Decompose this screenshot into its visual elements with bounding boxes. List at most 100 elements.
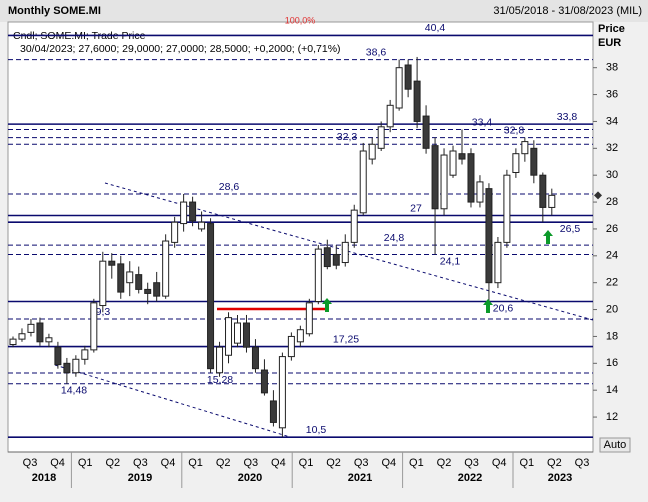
plot-area bbox=[7, 21, 594, 453]
candle-body bbox=[81, 349, 89, 360]
candle-body bbox=[359, 150, 367, 214]
quarter-label: Q4 bbox=[50, 457, 65, 469]
y-axis-unit: EUR bbox=[598, 37, 621, 49]
quarter-label: Q2 bbox=[105, 457, 120, 469]
level-label: 32,3 bbox=[337, 131, 358, 143]
y-tick-label: 26 bbox=[606, 223, 618, 235]
header-bar bbox=[0, 0, 648, 22]
candle-body bbox=[278, 356, 286, 429]
candle-body bbox=[395, 67, 403, 109]
candle-body bbox=[341, 241, 349, 264]
auto-button-label[interactable]: Auto bbox=[604, 439, 627, 451]
candle-body bbox=[99, 260, 107, 307]
candle-body bbox=[449, 150, 457, 176]
y-tick-label: 30 bbox=[606, 169, 618, 181]
quarter-label: Q3 bbox=[133, 457, 148, 469]
level-label: 27 bbox=[410, 202, 422, 214]
quarter-label: Q4 bbox=[492, 457, 507, 469]
last-price-marker bbox=[594, 191, 602, 200]
candle-body bbox=[323, 247, 331, 268]
candle-body bbox=[314, 248, 322, 302]
y-tick-label: 20 bbox=[606, 303, 618, 315]
candle-body bbox=[521, 141, 529, 155]
candle-body bbox=[117, 263, 125, 293]
candle-body bbox=[386, 104, 394, 128]
candle-body bbox=[269, 400, 277, 423]
candle-body bbox=[476, 181, 484, 203]
candles bbox=[9, 56, 556, 438]
candle-body bbox=[350, 209, 358, 243]
candle-body bbox=[54, 346, 62, 366]
y-tick-label: 28 bbox=[606, 196, 618, 208]
candle-body bbox=[404, 64, 412, 90]
candle-body bbox=[198, 221, 206, 230]
arrow-up bbox=[483, 299, 493, 313]
level-label: 17,25 bbox=[333, 333, 359, 345]
y-tick-label: 34 bbox=[606, 115, 618, 127]
candle-body bbox=[305, 302, 313, 335]
candle-body bbox=[368, 143, 376, 160]
candle-body bbox=[512, 153, 520, 173]
candle-body bbox=[225, 317, 233, 356]
candle-body bbox=[548, 194, 556, 208]
candle-body bbox=[251, 346, 259, 370]
candle-body bbox=[485, 188, 493, 284]
candle-body bbox=[36, 322, 44, 343]
candle-body bbox=[63, 362, 71, 374]
level-label: 40,4 bbox=[425, 22, 446, 34]
candle-body bbox=[377, 126, 385, 149]
level-label: 28,6 bbox=[219, 181, 240, 193]
arrow-up bbox=[543, 230, 553, 244]
quarter-label: Q2 bbox=[547, 457, 562, 469]
candle-body bbox=[180, 201, 188, 225]
quarter-label: Q4 bbox=[271, 457, 286, 469]
candle-body bbox=[162, 240, 170, 297]
candle-body bbox=[9, 338, 17, 345]
quarter-label: Q1 bbox=[188, 457, 203, 469]
quarter-label: Q3 bbox=[575, 457, 590, 469]
candle-body bbox=[494, 241, 502, 284]
level-label: 33,4 bbox=[472, 116, 493, 128]
candle-body bbox=[72, 358, 80, 374]
percent-label: 100,0% bbox=[285, 15, 316, 25]
candle-body bbox=[422, 115, 430, 149]
trend-line bbox=[54, 364, 291, 438]
level-label: 24,8 bbox=[384, 232, 405, 244]
y-tick-label: 14 bbox=[606, 384, 618, 396]
candle-body bbox=[171, 221, 179, 243]
year-label: 2018 bbox=[32, 472, 56, 484]
candle-body bbox=[108, 260, 116, 266]
date-range: 31/05/2018 - 31/08/2023 (MIL) bbox=[493, 5, 642, 17]
candle-body bbox=[440, 154, 448, 210]
level-label: 26,5 bbox=[560, 223, 581, 235]
levels: 40,4 38,6 33,8 33,4 32,8 32,3 28,6 27 26,5 24,8 24… bbox=[8, 22, 593, 439]
level-label: 10,5 bbox=[306, 424, 327, 436]
candle-body bbox=[135, 274, 143, 290]
candle-body bbox=[413, 80, 421, 122]
candle-body bbox=[18, 333, 26, 340]
quarter-label: Q1 bbox=[78, 457, 93, 469]
level-label: 20,6 bbox=[493, 302, 514, 314]
quarter-label: Q3 bbox=[23, 457, 38, 469]
candle-body bbox=[189, 201, 197, 222]
quarter-label: Q3 bbox=[354, 457, 369, 469]
year-label: 2021 bbox=[348, 472, 372, 484]
arrows bbox=[322, 230, 553, 313]
auto-button[interactable] bbox=[599, 437, 631, 453]
quarter-label: Q1 bbox=[409, 457, 424, 469]
year-label: 2019 bbox=[128, 472, 152, 484]
y-tick-label: 16 bbox=[606, 357, 618, 369]
y-tick-label: 32 bbox=[606, 142, 618, 154]
candle-body bbox=[153, 282, 161, 297]
level-label: 15,28 bbox=[207, 374, 233, 386]
quarter-label: Q2 bbox=[326, 457, 341, 469]
arrow-up bbox=[322, 298, 332, 312]
year-label: 2023 bbox=[548, 472, 572, 484]
quarter-label: Q1 bbox=[519, 457, 534, 469]
candle-body bbox=[45, 337, 53, 343]
y-axis-label: Price bbox=[598, 23, 625, 35]
candle-body bbox=[144, 288, 152, 294]
candle-body bbox=[431, 145, 439, 210]
quarter-label: Q3 bbox=[464, 457, 479, 469]
